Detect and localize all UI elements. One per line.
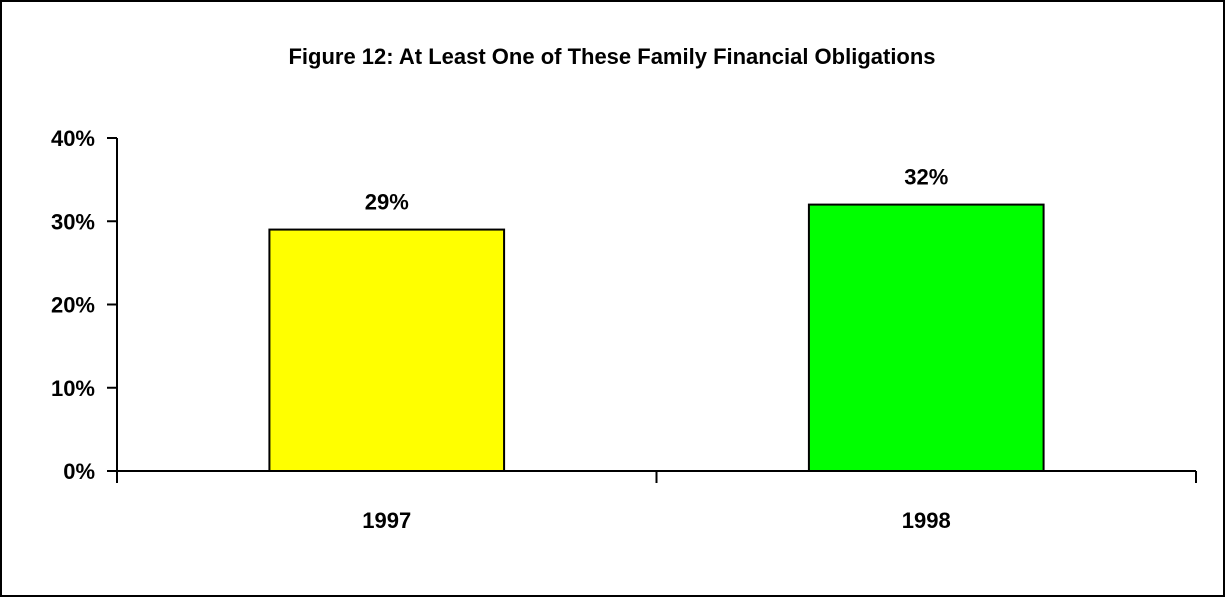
y-tick-label: 20% (51, 293, 95, 318)
y-tick-label: 30% (51, 209, 95, 234)
data-label: 32% (904, 165, 948, 190)
y-tick-label: 40% (51, 126, 95, 151)
bar-1998 (807, 203, 1045, 472)
x-category-label: 1998 (902, 508, 951, 533)
y-tick-label: 0% (63, 459, 95, 484)
y-axis: 0% 10% 20% 30% 40% (51, 126, 118, 484)
data-label: 29% (365, 190, 409, 215)
x-category-label: 1997 (362, 508, 411, 533)
bar-1997 (268, 228, 506, 472)
chart-title: Figure 12: At Least One of These Family … (288, 44, 935, 69)
bars: 29% 32% (268, 165, 1045, 472)
y-tick-label: 10% (51, 376, 95, 401)
